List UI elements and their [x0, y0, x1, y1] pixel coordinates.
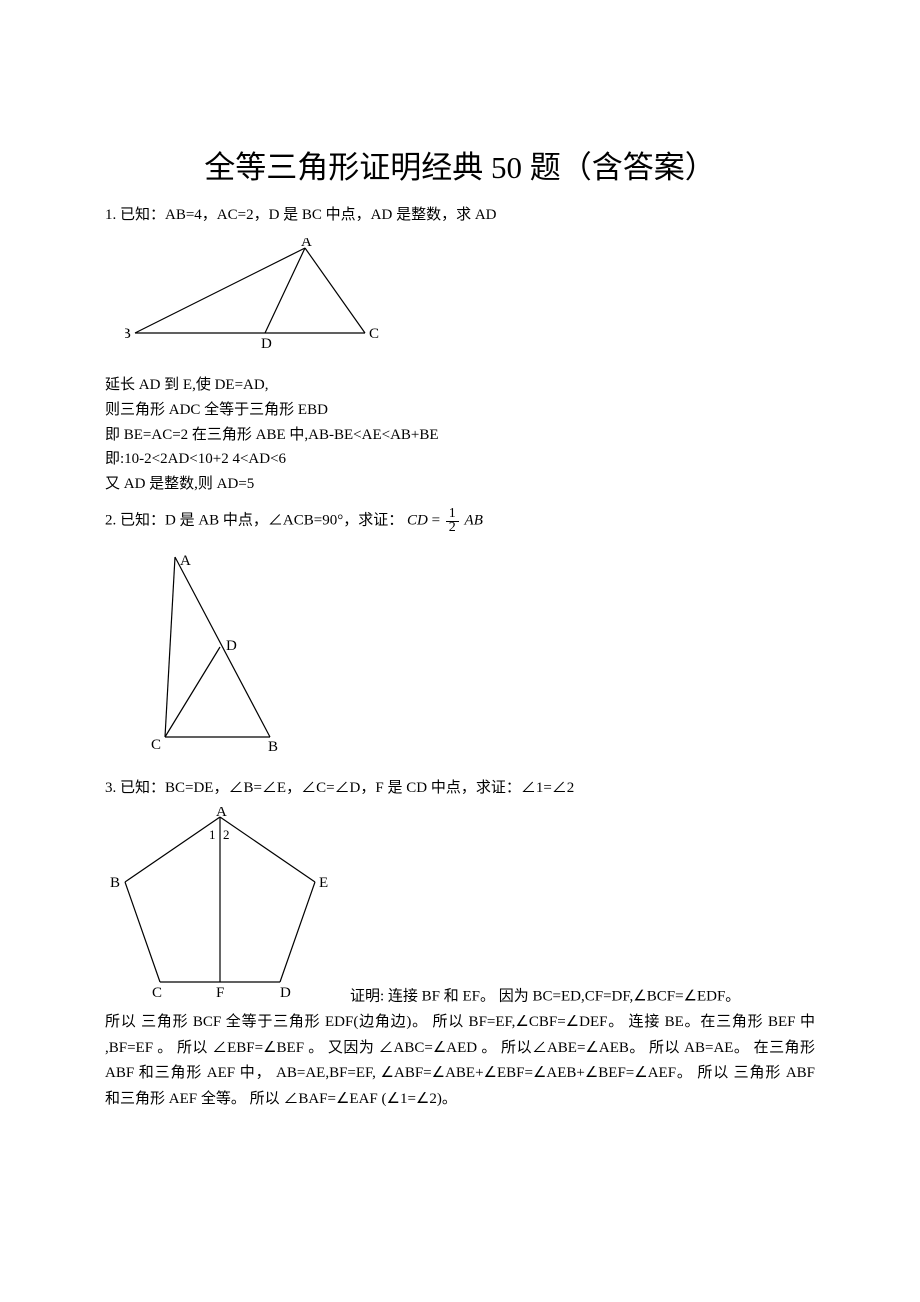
p1-line-3: 即:10-2<2AD<10+2 4<AD<6 [105, 447, 815, 472]
svg-text:1: 1 [209, 827, 216, 842]
p1-line-4: 又 AD 是整数,则 AD=5 [105, 472, 815, 497]
frac-den: 2 [446, 520, 459, 535]
p2-label-pre: 2. 已知：D 是 AB 中点，∠ACB=90°，求证： [105, 512, 403, 528]
svg-text:D: D [280, 985, 291, 1001]
fraction-icon: 12 [446, 507, 459, 535]
p3-solution-rest: 所以 三角形 BCF 全等于三角形 EDF(边角边)。 所以 BF=EF,∠CB… [105, 1010, 815, 1112]
p1-line-1: 则三角形 ADC 全等于三角形 EBD [105, 398, 815, 423]
svg-text:A: A [180, 553, 191, 569]
p2-formula-tail: AB [465, 512, 483, 528]
svg-text:C: C [369, 326, 379, 342]
svg-text:E: E [319, 875, 328, 891]
p1-line-2: 即 BE=AC=2 在三角形 ABE 中,AB-BE<AE<AB+BE [105, 423, 815, 448]
problem-3-diagram: A B E C D F 12 [105, 807, 350, 1010]
svg-text:C: C [151, 737, 161, 753]
svg-text:F: F [216, 985, 224, 1001]
problem-3-label: 3. 已知：BC=DE，∠B=∠E，∠C=∠D，F 是 CD 中点，求证：∠1=… [105, 777, 815, 800]
svg-text:B: B [268, 739, 278, 755]
svg-text:2: 2 [223, 827, 230, 842]
problem-1-solution: 延长 AD 到 E,使 DE=AD, 则三角形 ADC 全等于三角形 EBD 即… [105, 373, 815, 497]
problem-2-diagram: A C B D [125, 547, 815, 765]
p2-formula-eq: = [428, 512, 444, 528]
svg-text:B: B [110, 875, 120, 891]
p1-line-0: 延长 AD 到 E,使 DE=AD, [105, 373, 815, 398]
svg-text:A: A [301, 238, 312, 250]
svg-text:D: D [261, 336, 272, 352]
problem-1-label: 1. 已知：AB=4，AC=2，D 是 BC 中点，AD 是整数，求 AD [105, 204, 815, 227]
p2-formula-var: CD [407, 512, 428, 528]
problem-1-diagram: A B C D [125, 238, 815, 361]
svg-text:D: D [226, 638, 237, 654]
svg-text:C: C [152, 985, 162, 1001]
svg-text:B: B [125, 326, 131, 342]
svg-text:A: A [216, 807, 227, 820]
problem-2-label: 2. 已知：D 是 AB 中点，∠ACB=90°，求证： CD = 12 AB [105, 507, 815, 535]
p3-solution-lead: 证明: 连接 BF 和 EF。 因为 BC=ED,CF=DF,∠BCF=∠EDF… [350, 989, 740, 1005]
page-title: 全等三角形证明经典 50 题（含答案） [105, 145, 815, 192]
